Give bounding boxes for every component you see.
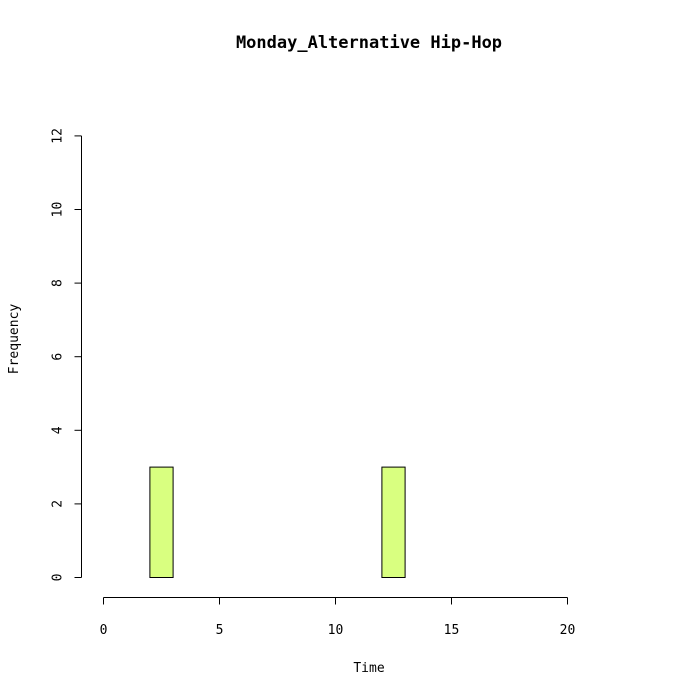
y-tick-label: 10	[51, 202, 66, 218]
x-tick-label: 20	[560, 623, 576, 638]
y-tick-label: 8	[51, 279, 66, 287]
bars-group	[149, 466, 406, 579]
x-tick-label: 15	[444, 623, 460, 638]
y-tick-label: 12	[51, 128, 66, 144]
y-tick-label: 0	[51, 574, 66, 582]
y-tick-label: 2	[51, 500, 66, 508]
y-axis: 0 2 4 6 8 10 12	[51, 128, 82, 581]
x-axis-label: Time	[353, 661, 384, 676]
y-tick-label: 6	[51, 353, 66, 361]
y-axis-label: Frequency	[7, 304, 22, 375]
x-tick-label: 0	[100, 623, 108, 638]
x-tick-label: 10	[328, 623, 344, 638]
chart-title: Monday_Alternative Hip-Hop	[236, 33, 502, 53]
histogram-bar-2	[149, 466, 174, 579]
histogram-bar-12	[381, 466, 406, 579]
x-tick-label: 5	[216, 623, 224, 638]
y-tick-label: 4	[51, 426, 66, 434]
x-axis: 0 5 10 15 20	[100, 597, 576, 638]
